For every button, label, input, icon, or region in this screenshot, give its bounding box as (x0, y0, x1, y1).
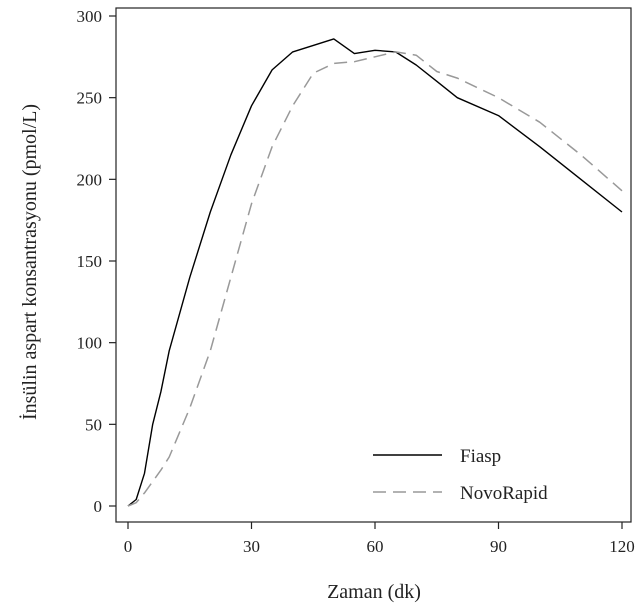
x-tick-label: 30 (243, 537, 260, 556)
legend-label-novorapid: NovoRapid (460, 483, 548, 504)
x-tick-label: 90 (490, 537, 507, 556)
y-tick-label: 50 (85, 415, 102, 434)
y-tick-label: 150 (77, 252, 103, 271)
x-axis-label: Zaman (dk) (327, 581, 421, 603)
y-axis-label: İnsülin aspart konsantrasyonu (pmol/L) (18, 104, 41, 420)
y-tick-label: 250 (77, 89, 103, 108)
x-tick-label: 120 (609, 537, 635, 556)
legend-label-fiasp: Fiasp (460, 446, 501, 467)
y-tick-label: 100 (77, 334, 103, 353)
y-tick-label: 200 (77, 170, 103, 189)
series-line-novorapid (127, 51, 623, 507)
x-tick-label: 60 (367, 537, 384, 556)
series-line-fiasp (127, 38, 623, 507)
y-tick-label: 300 (77, 7, 103, 26)
x-tick-label: 0 (124, 537, 133, 556)
plot-frame (115, 7, 632, 523)
y-tick-label: 0 (94, 497, 103, 516)
